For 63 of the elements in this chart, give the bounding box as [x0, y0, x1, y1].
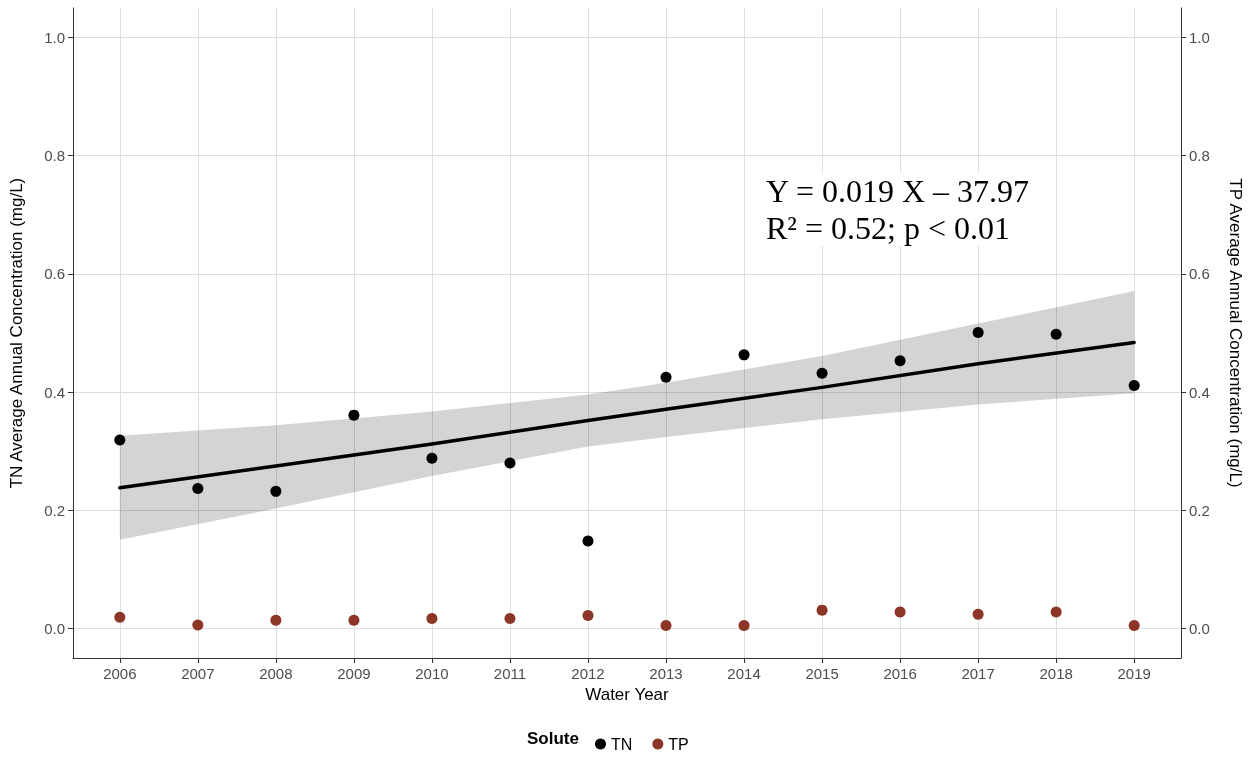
- x-tick-label: 2015: [805, 665, 839, 682]
- legend-label: TP: [668, 735, 689, 753]
- y2-tick-label: 0.2: [1189, 501, 1210, 519]
- point: [972, 608, 984, 620]
- y-tick-label: 0.6: [44, 265, 65, 283]
- x-tick-label: 2017: [961, 665, 995, 682]
- line-series: [118, 340, 1136, 490]
- x-tick-label: 2006: [103, 665, 137, 682]
- point: [972, 326, 984, 338]
- point: [270, 485, 282, 497]
- x-tick-label: 2013: [649, 665, 683, 682]
- point: [582, 535, 594, 547]
- point: [114, 611, 126, 623]
- point: [1128, 620, 1140, 631]
- y2-tick-label: 0.0: [1189, 619, 1210, 637]
- y2-axis-title: TP Average Annual Concentration (mg/L): [1226, 178, 1245, 488]
- y2-tick-label: 0.4: [1189, 383, 1210, 401]
- y-tick-label: 1.0: [44, 29, 65, 47]
- point: [894, 355, 906, 367]
- point: [426, 452, 438, 464]
- x-tick-label: 2010: [415, 665, 449, 682]
- legend-label: TN: [611, 735, 633, 753]
- point: [192, 619, 204, 631]
- point: [894, 606, 906, 618]
- x-tick-label: 2008: [259, 665, 293, 682]
- y-tick-label: 0.2: [44, 501, 65, 519]
- x-tick-label: 2011: [493, 665, 527, 682]
- point: [504, 612, 516, 624]
- x-tick-label: 2019: [1117, 665, 1151, 682]
- x-tick-label: 2014: [727, 665, 761, 682]
- point: [660, 371, 672, 383]
- point: [816, 367, 828, 379]
- point: [738, 349, 750, 361]
- annotation: R² = 0.52; p < 0.01: [766, 210, 1010, 246]
- point: [1050, 328, 1062, 340]
- point: [738, 620, 750, 631]
- x-tick-label: 2007: [181, 665, 215, 682]
- point: [348, 614, 360, 626]
- point: [582, 609, 594, 621]
- point: [192, 482, 204, 494]
- point: [816, 604, 828, 616]
- annotation: Y = 0.019 X – 37.97: [766, 173, 1030, 209]
- x-axis-title: Water Year: [585, 684, 670, 704]
- y-tick-label: 0.8: [44, 147, 65, 165]
- y-tick-label: 0.0: [44, 619, 65, 637]
- y-tick-label: 0.4: [44, 383, 65, 401]
- point: [660, 620, 672, 631]
- point: [270, 614, 282, 626]
- point: [1128, 380, 1140, 392]
- y-axis-title: TN Average Annual Concentration (mg/L): [7, 177, 26, 489]
- point: [114, 434, 126, 446]
- point: [1050, 606, 1062, 618]
- y2-tick-label: 0.6: [1189, 265, 1210, 283]
- point: [426, 612, 438, 624]
- x-tick-label: 2009: [337, 665, 371, 682]
- x-tick-label: 2012: [571, 665, 605, 682]
- y2-tick-label: 1.0: [1189, 29, 1210, 47]
- x-tick-label: 2016: [883, 665, 917, 682]
- legend-title: Solute: [527, 729, 579, 748]
- y2-tick-label: 0.8: [1189, 147, 1210, 165]
- point: [348, 409, 360, 421]
- point: [504, 457, 516, 469]
- x-tick-label: 2018: [1039, 665, 1073, 682]
